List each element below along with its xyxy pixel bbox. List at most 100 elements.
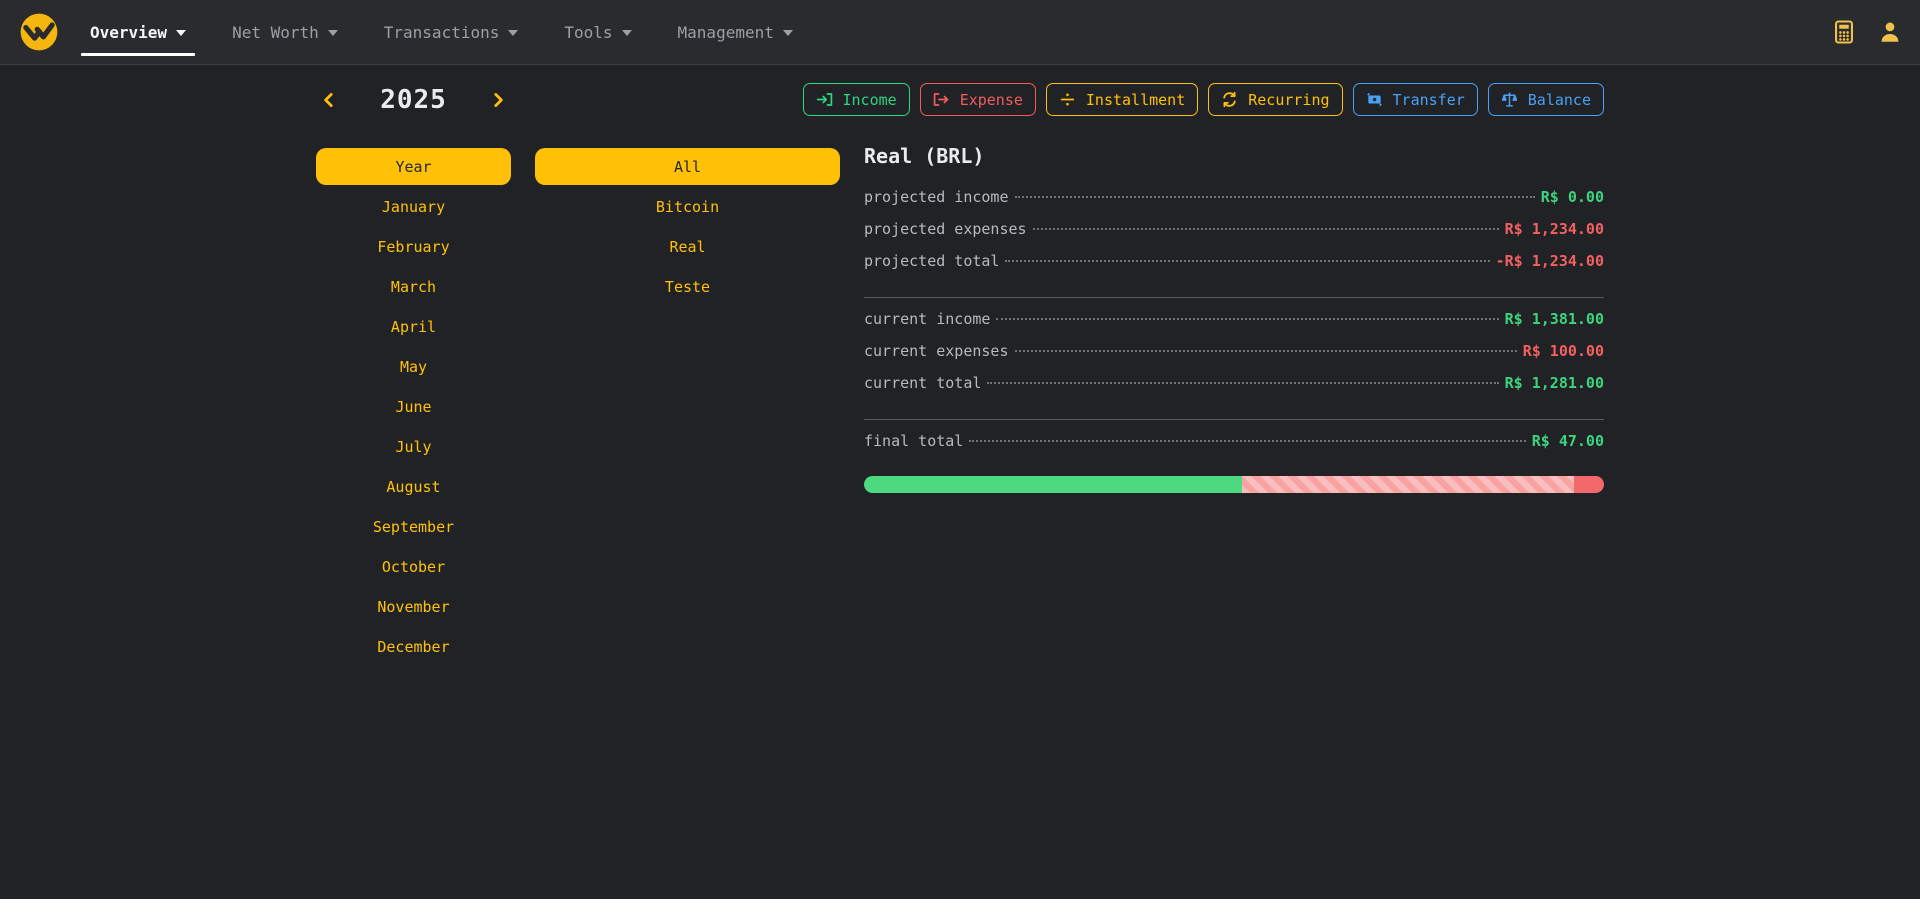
- dotted-leader: [1014, 350, 1517, 352]
- year-button[interactable]: Year: [316, 148, 511, 185]
- summary-row-current-expenses: current expenses R$ 100.00: [864, 342, 1604, 374]
- progress-segment-striped: [1242, 476, 1575, 493]
- wallet-link-bitcoin[interactable]: Bitcoin: [655, 198, 720, 216]
- row-label: current income: [864, 310, 991, 328]
- list-item: April: [316, 307, 511, 347]
- navbar-right: [1832, 20, 1902, 44]
- month-link-november[interactable]: November: [377, 598, 450, 616]
- transaction-actions: Income Expense Install: [802, 83, 1604, 116]
- nav-item-overview[interactable]: Overview: [80, 0, 196, 64]
- month-link-february[interactable]: February: [377, 238, 450, 256]
- progress-bar: [864, 476, 1604, 493]
- list-item: March: [316, 267, 511, 307]
- repeat-icon: [1221, 91, 1238, 108]
- month-column: Year January February March April May Ju…: [316, 148, 511, 667]
- balance-button[interactable]: Balance: [1487, 83, 1604, 116]
- projected-rows: projected income R$ 0.00 projected expen…: [864, 188, 1604, 284]
- nav-item-label: Transactions: [383, 22, 500, 42]
- month-link-april[interactable]: April: [390, 318, 437, 336]
- expense-button[interactable]: Expense: [919, 83, 1036, 116]
- row-value: R$ 1,281.00: [1504, 374, 1604, 392]
- chevron-down-icon: [508, 30, 519, 36]
- row-value: -R$ 1,234.00: [1495, 252, 1604, 270]
- nav-item-transactions[interactable]: Transactions: [384, 0, 519, 64]
- wallet-list: Bitcoin Real Teste: [535, 187, 840, 307]
- list-item: Teste: [535, 267, 840, 307]
- row-label: projected total: [864, 252, 1000, 270]
- month-link-may[interactable]: May: [399, 358, 428, 376]
- box-arrow-right-icon: [933, 91, 950, 108]
- list-item: June: [316, 387, 511, 427]
- month-link-july[interactable]: July: [395, 438, 432, 456]
- summary-panel: Income Expense Install: [802, 83, 1604, 667]
- summary-row-projected-income: projected income R$ 0.00: [864, 188, 1604, 220]
- nav-item-tools[interactable]: Tools: [564, 0, 632, 64]
- row-value: R$ 1,381.00: [1504, 310, 1604, 328]
- brand-logo[interactable]: [18, 11, 60, 53]
- row-label: final total: [864, 432, 964, 450]
- user-icon[interactable]: [1878, 20, 1902, 44]
- row-value: R$ 47.00: [1531, 432, 1604, 450]
- nav-item-label: Overview: [90, 22, 168, 42]
- month-link-october[interactable]: October: [381, 558, 446, 576]
- list-item: August: [316, 467, 511, 507]
- navbar: Overview Net Worth Transactions Tools Ma…: [0, 0, 1920, 65]
- wallet-link-real[interactable]: Real: [669, 238, 706, 256]
- month-link-january[interactable]: January: [381, 198, 446, 216]
- summary-row-projected-total: projected total -R$ 1,234.00: [864, 252, 1604, 284]
- row-value: R$ 100.00: [1522, 342, 1604, 360]
- chevron-down-icon: [327, 30, 338, 36]
- dotted-leader: [1032, 228, 1499, 230]
- installment-button[interactable]: Installment: [1045, 83, 1199, 116]
- box-arrow-in-right-icon: [816, 91, 833, 108]
- dotted-leader: [969, 440, 1526, 442]
- balance-button-label: Balance: [1527, 90, 1591, 109]
- recurring-button-label: Recurring: [1248, 90, 1330, 109]
- previous-year-button[interactable]: [318, 89, 340, 111]
- divider: [864, 419, 1604, 420]
- list-item: December: [316, 627, 511, 667]
- month-link-march[interactable]: March: [390, 278, 437, 296]
- month-list: January February March April May June Ju…: [316, 187, 511, 667]
- list-item: January: [316, 187, 511, 227]
- dotted-leader: [1005, 260, 1490, 262]
- list-item: May: [316, 347, 511, 387]
- nav-item-net-worth[interactable]: Net Worth: [232, 0, 338, 64]
- divider: [864, 297, 1604, 298]
- calculator-icon[interactable]: [1832, 20, 1856, 44]
- nav-item-label: Management: [677, 22, 774, 42]
- row-label: projected income: [864, 188, 1009, 206]
- row-value: R$ 0.00: [1540, 188, 1604, 206]
- next-year-button[interactable]: [487, 89, 509, 111]
- dotted-leader: [987, 382, 1499, 384]
- month-link-august[interactable]: August: [386, 478, 441, 496]
- transfer-button-label: Transfer: [1392, 90, 1465, 109]
- current-rows: current income R$ 1,381.00 current expen…: [864, 310, 1604, 406]
- wallet-link-teste[interactable]: Teste: [664, 278, 711, 296]
- list-item: October: [316, 547, 511, 587]
- all-wallets-button[interactable]: All: [535, 148, 840, 185]
- summary-row-projected-expenses: projected expenses R$ 1,234.00: [864, 220, 1604, 252]
- recurring-button[interactable]: Recurring: [1208, 83, 1343, 116]
- year-navigator: 2025: [316, 83, 511, 116]
- list-item: Bitcoin: [535, 187, 840, 227]
- chevron-down-icon: [782, 30, 793, 36]
- installment-button-label: Installment: [1085, 90, 1186, 109]
- income-button[interactable]: Income: [802, 83, 910, 116]
- main-nav: Overview Net Worth Transactions Tools Ma…: [80, 0, 793, 64]
- progress-segment-green: [864, 476, 1243, 493]
- nav-item-management[interactable]: Management: [678, 0, 793, 64]
- month-link-june[interactable]: June: [395, 398, 432, 416]
- row-value: R$ 1,234.00: [1504, 220, 1604, 238]
- logo-icon: [18, 11, 60, 53]
- row-label: projected expenses: [864, 220, 1027, 238]
- chevron-down-icon: [176, 30, 187, 36]
- dotted-leader: [996, 318, 1499, 320]
- main-content: 2025 Year January February March April M…: [0, 65, 1920, 667]
- month-link-september[interactable]: September: [372, 518, 455, 536]
- row-label: current expenses: [864, 342, 1009, 360]
- transfer-button[interactable]: Transfer: [1352, 83, 1478, 116]
- month-link-december[interactable]: December: [377, 638, 450, 656]
- progress-segment-red: [1574, 476, 1604, 493]
- income-button-label: Income: [842, 90, 897, 109]
